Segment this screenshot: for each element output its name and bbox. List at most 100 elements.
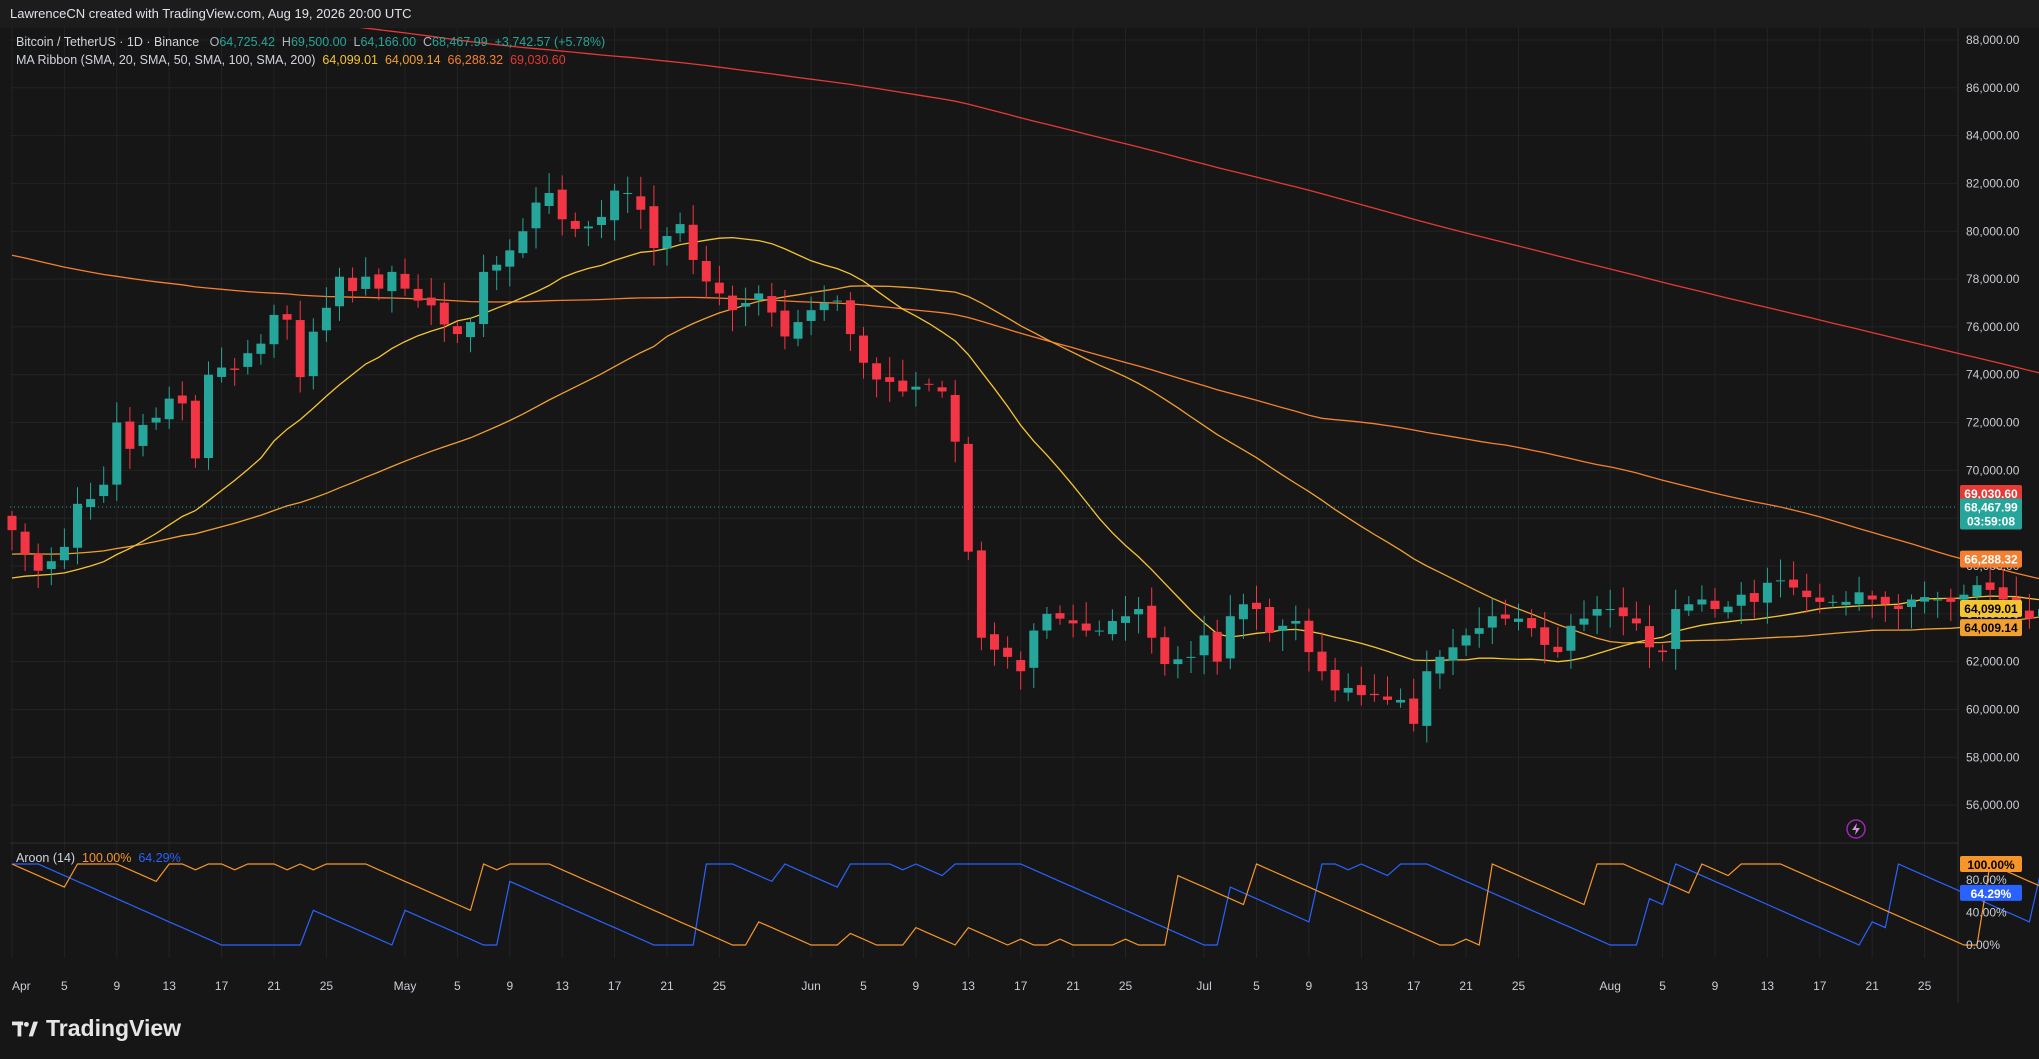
- candle-body: [649, 206, 659, 248]
- candle-body: [1540, 627, 1550, 645]
- time-tick-label: 13: [163, 979, 177, 993]
- aroon-down-value: 64.29%: [138, 851, 181, 865]
- time-tick-label: Jun: [801, 979, 820, 993]
- candle-body: [59, 546, 69, 561]
- aroon-down-line: [12, 863, 2039, 946]
- candle-body: [204, 374, 213, 458]
- candle-body: [1776, 580, 1785, 582]
- candle-body: [1199, 635, 1209, 656]
- candle-body: [7, 515, 17, 531]
- time-tick-label: 17: [1407, 979, 1421, 993]
- candle-body: [1160, 637, 1170, 665]
- candle-body: [1736, 594, 1746, 606]
- price-tick-label: 70,000.00: [1966, 463, 2020, 477]
- aroon-up-line: [11, 863, 2039, 946]
- aroon-tick-label: 40.00%: [1966, 906, 2007, 920]
- candle-body: [164, 398, 174, 420]
- candle-body: [1383, 696, 1392, 700]
- tag-ma100: 66,288.32: [1960, 550, 2022, 568]
- candle-body: [937, 387, 947, 392]
- tag-aroon-down-text: 64.29%: [1971, 887, 2012, 901]
- candle-body: [557, 189, 567, 220]
- candle-body: [1631, 618, 1641, 624]
- candle-body: [1225, 616, 1235, 659]
- candle-body: [1409, 698, 1419, 724]
- price-tick-label: 56,000.00: [1966, 798, 2020, 812]
- candle-body: [832, 300, 842, 302]
- price-tick-label: 84,000.00: [1966, 129, 2020, 143]
- candle-body: [1134, 609, 1144, 615]
- candle-body: [1173, 659, 1183, 665]
- time-tick-label: 25: [1512, 979, 1526, 993]
- candle-body: [1487, 616, 1497, 628]
- candle-body: [1867, 595, 1877, 600]
- tradingview-logo[interactable]: TradingView: [12, 1015, 181, 1042]
- time-tick-label: 21: [1459, 979, 1473, 993]
- tag-ma50-box: [1960, 619, 2022, 637]
- candle-body: [793, 322, 803, 339]
- candle-body: [597, 216, 606, 226]
- candle-body: [976, 550, 986, 638]
- legend-ma50: 64,009.14: [384, 53, 441, 67]
- price-tick-label: 88,000.00: [1966, 33, 2020, 47]
- time-tick-label: 21: [660, 979, 674, 993]
- legend-ma200: 69,030.60: [510, 53, 566, 67]
- tag-aroon-up-box: [1960, 856, 2022, 872]
- candle-body: [99, 484, 109, 497]
- candle-body: [1461, 635, 1471, 646]
- tag-ma200: 69,030.60: [1960, 485, 2022, 503]
- legend-ma-title: MA Ribbon (SMA, 20, SMA, 50, SMA, 100, S…: [16, 53, 316, 67]
- legend-ma20: 64,099.01: [322, 53, 378, 67]
- candle-body: [1893, 605, 1903, 610]
- time-tick-label: Aug: [1600, 979, 1621, 993]
- candle-body: [374, 274, 384, 289]
- candle-body: [950, 394, 960, 442]
- candle-body: [1959, 594, 1969, 600]
- candle-body: [754, 293, 764, 300]
- candle-body: [86, 499, 96, 508]
- time-tick-label: 17: [1014, 979, 1028, 993]
- candle-body: [1252, 602, 1261, 610]
- candle-body: [859, 335, 868, 363]
- tag-ma100-box: [1960, 550, 2022, 568]
- tag-aroon-up: 100.00%: [1960, 856, 2022, 872]
- candle-body: [1003, 647, 1013, 657]
- candle-body: [2024, 610, 2034, 619]
- candle-body: [1343, 687, 1353, 693]
- time-tick-label: 9: [1712, 979, 1719, 993]
- tag-ma50-text: 64,009.14: [1964, 621, 2018, 635]
- candle-body: [1946, 597, 1956, 602]
- legend-symbol: Bitcoin / TetherUS · 1D · Binance: [16, 35, 200, 49]
- candle-body: [335, 276, 344, 307]
- time-tick-label: May: [394, 979, 417, 993]
- candles: [7, 173, 2039, 743]
- candle-body: [1278, 625, 1288, 631]
- time-tick-label: 13: [1761, 979, 1775, 993]
- aroon-up-value: 100.00%: [82, 851, 132, 865]
- candle-body: [688, 224, 698, 260]
- candle-body: [1618, 607, 1628, 617]
- candle-body: [1802, 590, 1812, 598]
- candle-body: [1933, 599, 1943, 601]
- aroon-pane: [11, 863, 2039, 946]
- candle-body: [911, 386, 921, 390]
- candle-body: [623, 192, 633, 194]
- tag-ma200-text: 69,030.60: [1964, 487, 2018, 501]
- candle-body: [1238, 604, 1248, 620]
- candle-body: [439, 302, 449, 325]
- time-tick-label: 17: [215, 979, 229, 993]
- candle-body: [73, 503, 82, 548]
- candle-body: [924, 383, 934, 385]
- candle-body: [387, 271, 397, 292]
- candle-body: [1684, 604, 1694, 611]
- time-tick-label: 9: [1306, 979, 1313, 993]
- chart-area[interactable]: 56,000.00 58,000.00 60,000.00 62,000.00 64,0…: [0, 28, 2039, 1003]
- candle-body: [112, 422, 122, 485]
- time-tick-label: 5: [61, 979, 68, 993]
- candle-body: [1330, 669, 1340, 691]
- aroon-title: Aroon (14): [16, 851, 76, 865]
- candle-body: [138, 424, 148, 446]
- candle-body: [348, 277, 358, 292]
- time-tick-label: 5: [454, 979, 461, 993]
- candle-body: [400, 273, 410, 289]
